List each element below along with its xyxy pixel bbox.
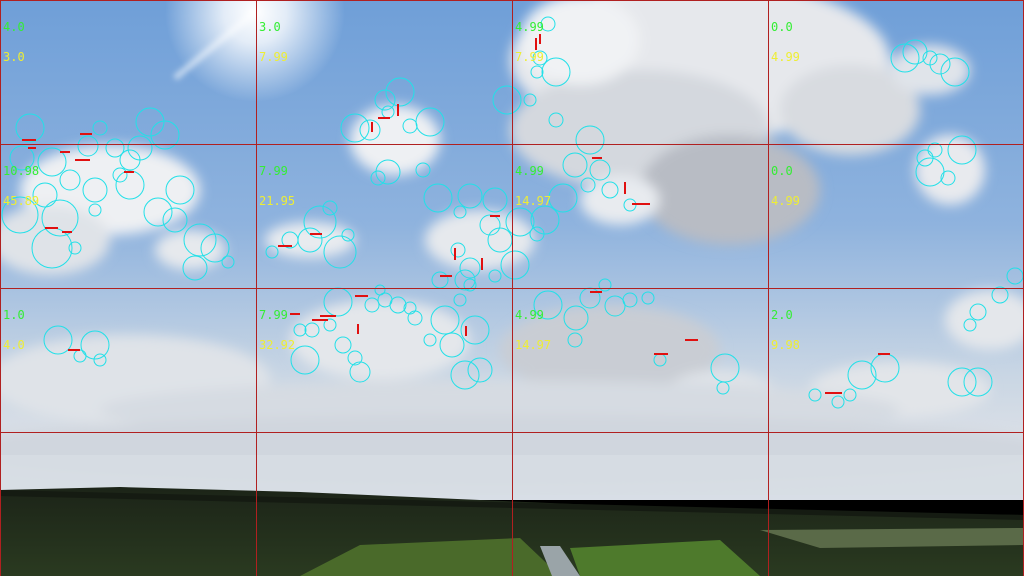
cell-label-a: 4.99 [515,164,544,178]
cell-label-a: 3.0 [259,20,281,34]
cell-label-b: 7.99 [259,50,288,64]
cell-label-b: 21.95 [259,194,296,208]
cell-label-a: 7.99 [259,164,288,178]
cell-label-b: 45.89 [3,194,40,208]
cell-label-b: 14.97 [515,338,552,352]
cell-label-a: 4.0 [3,20,25,34]
cell-label-a: 4.99 [515,308,544,322]
cell-label-b: 7.99 [515,50,544,64]
cell-label-b: 9.98 [771,338,800,352]
detection-markers [22,34,890,394]
cell-label-a: 1.0 [3,308,25,322]
cell-label-b: 3.0 [3,50,25,64]
cell-label-a: 4.99 [515,20,544,34]
sun-glare [165,0,345,102]
large-cloud-top [510,0,985,245]
cell-label-b: 32.92 [259,338,296,352]
cell-label-a: 2.0 [771,308,793,322]
cell-label-a: 7.99 [259,308,288,322]
cell-label-b: 4.99 [771,50,800,64]
cell-label-a: 0.0 [771,164,793,178]
detection-circles [1,16,1024,409]
cell-label-b: 4.0 [3,338,25,352]
cell-label-a: 0.0 [771,20,793,34]
cell-label-a: 10.98 [3,164,40,178]
cell-label-b: 14.97 [515,194,552,208]
cell-label-b: 4.99 [771,194,800,208]
